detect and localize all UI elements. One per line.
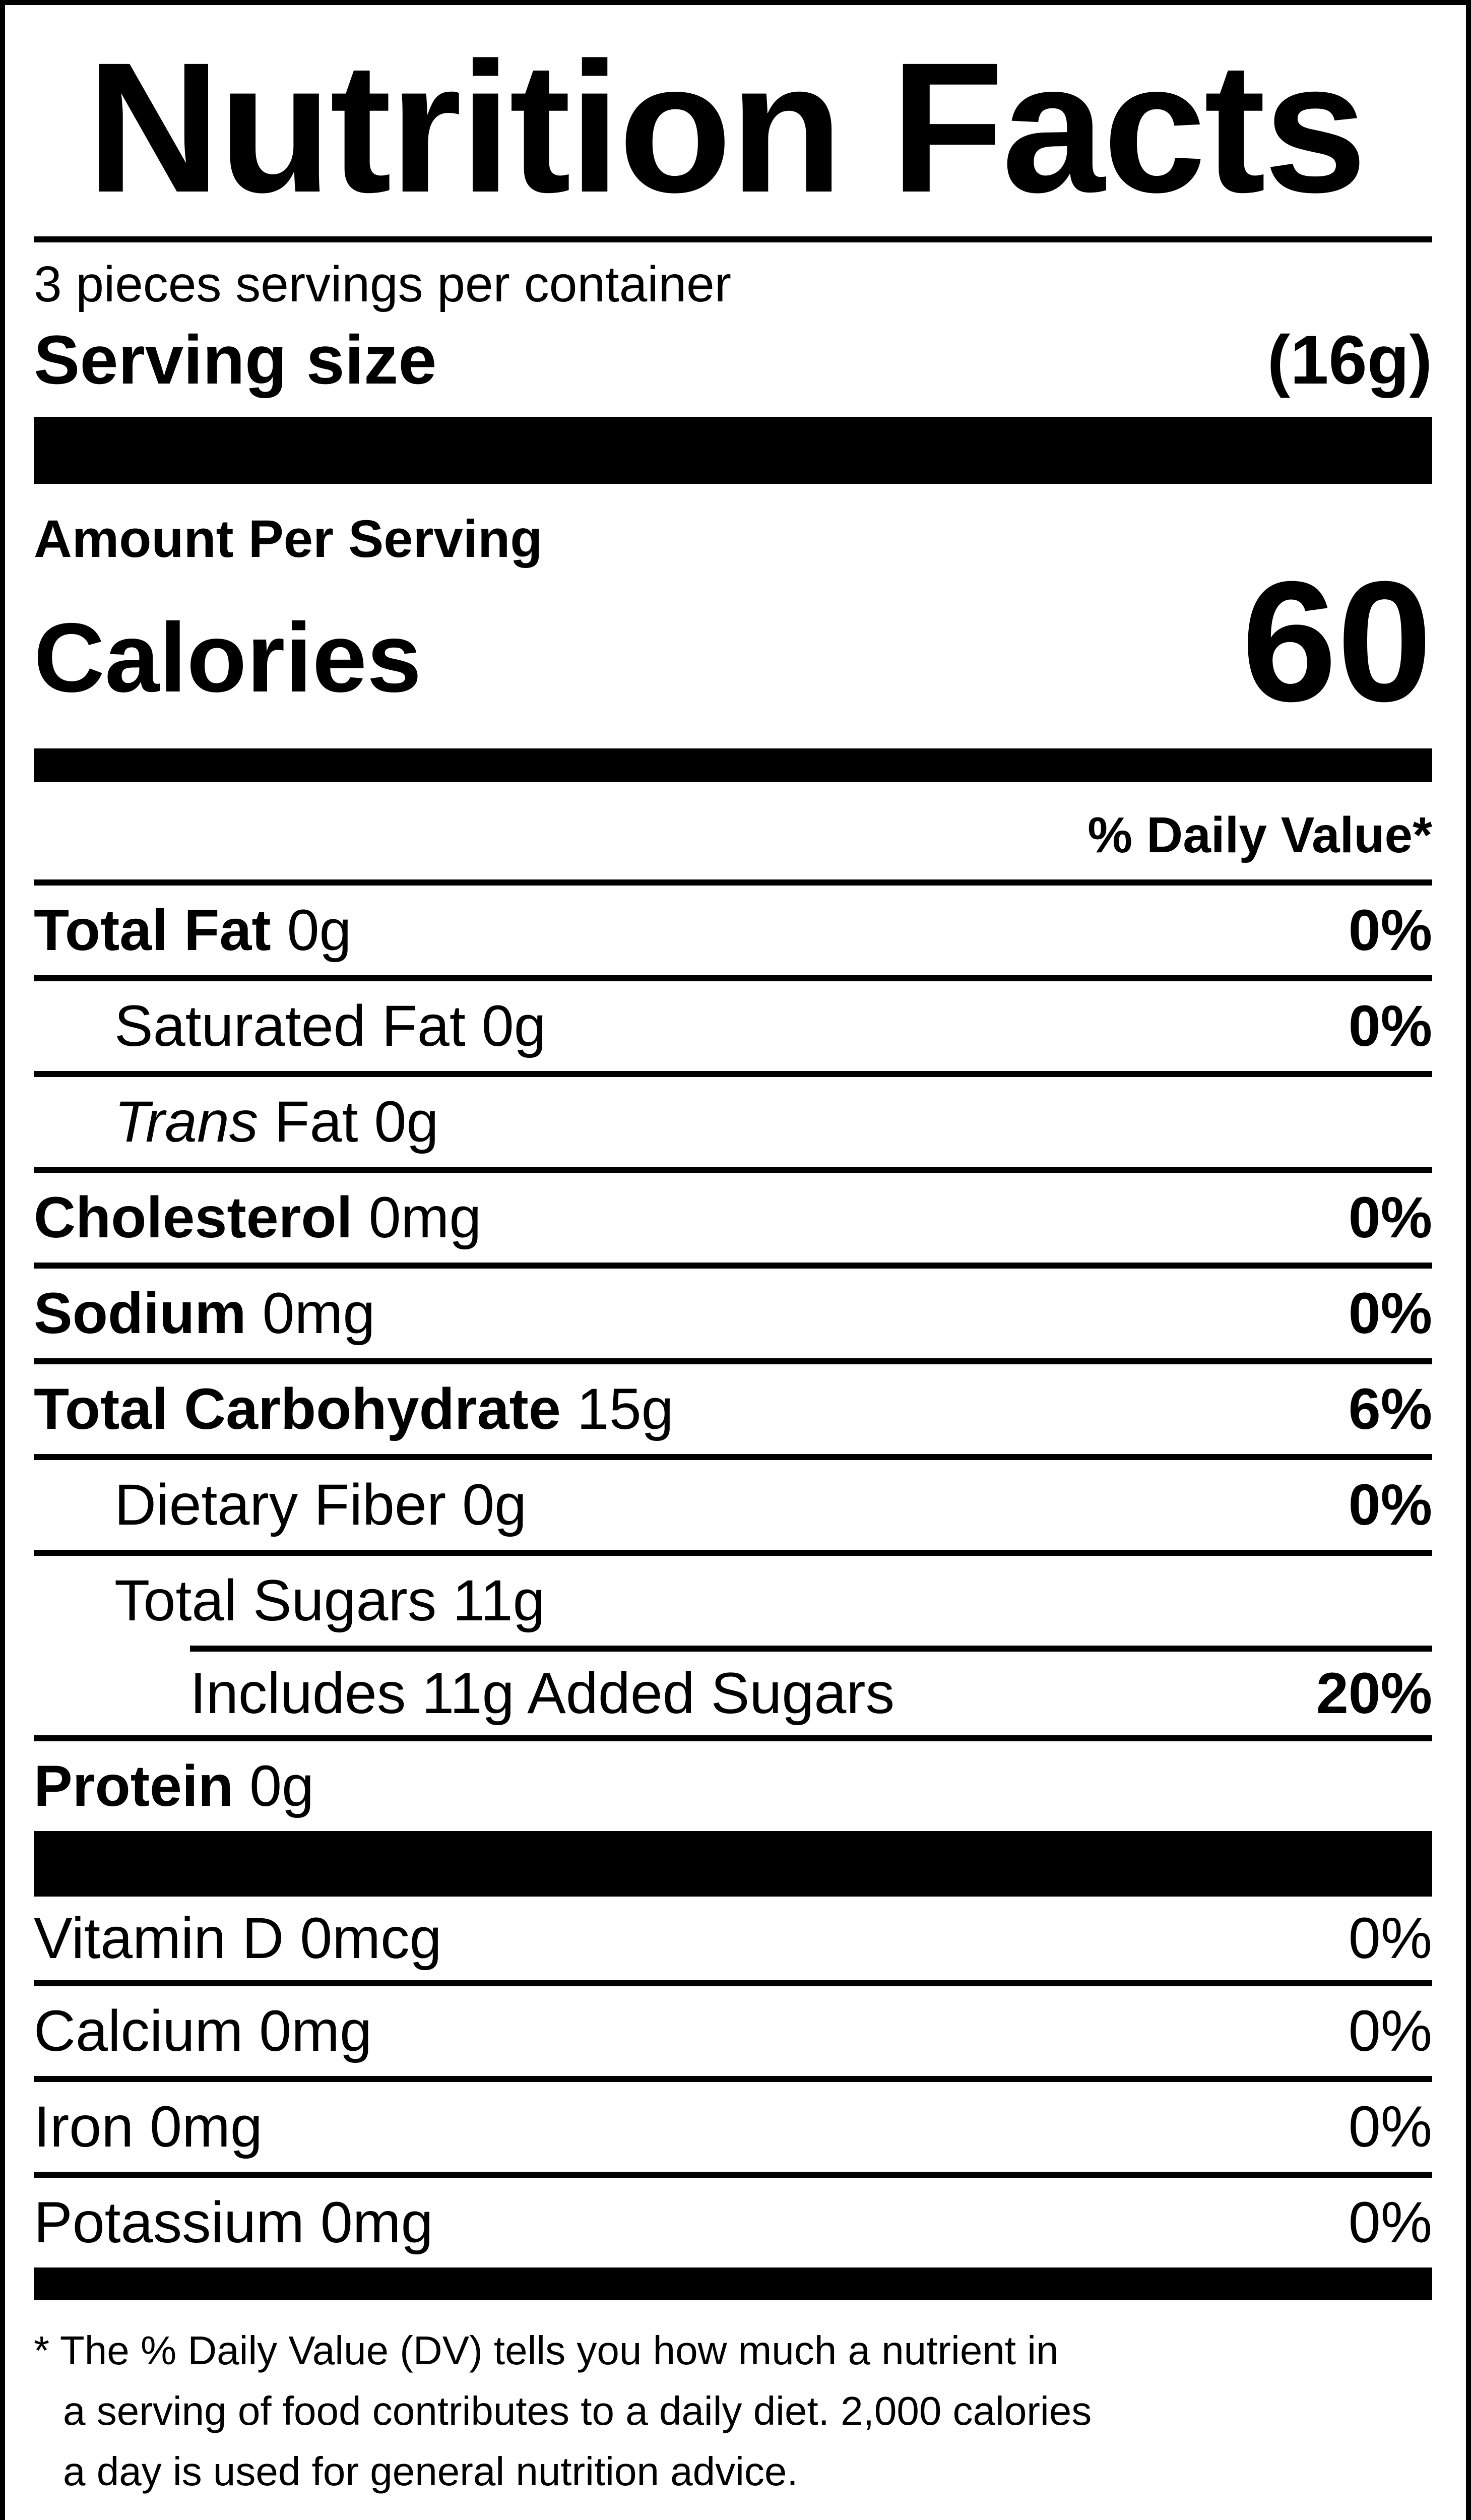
daily-value-percent: 0%	[1348, 2094, 1432, 2159]
nutrient-name: Protein	[34, 1753, 234, 1818]
daily-value-percent: 0%	[1348, 1906, 1432, 1971]
nutrient-amount: 0g	[446, 1472, 527, 1537]
vitamin-amount: 0mg	[304, 2190, 433, 2255]
thick-separator-bar	[34, 1831, 1432, 1897]
nutrient-name: Sodium	[34, 1281, 246, 1346]
footnote-line: a serving of food contributes to a daily…	[63, 2388, 1092, 2433]
daily-value-percent: 0%	[1348, 2190, 1432, 2255]
daily-value-footnote: * The % Daily Value (DV) tells you how m…	[34, 2320, 1432, 2502]
vitamin-name: Iron	[34, 2094, 134, 2159]
nutrient-amount: 0mg	[246, 1281, 375, 1346]
nutrient-rows: Total Fat 0g 0% Saturated Fat 0g 0% Trans Fa…	[34, 879, 1432, 1831]
nutrient-name-amount: Total Sugars 11g	[34, 1567, 545, 1634]
amount-per-serving: Amount Per Serving	[34, 509, 543, 569]
nutrient-amount: 0g	[358, 1089, 439, 1154]
nutrient-name: Dietary Fiber	[114, 1472, 446, 1537]
daily-value-percent: 6%	[1348, 1376, 1432, 1441]
vitamin-amount: 0mg	[243, 1998, 372, 2063]
nutrient-name-amount: Protein 0g	[34, 1753, 314, 1819]
calories-label: Calories	[34, 603, 422, 713]
footnote-line: a day is used for general nutrition advi…	[63, 2448, 798, 2494]
divider-under-title	[34, 236, 1432, 242]
nutrient-amount: 15g	[560, 1376, 674, 1441]
nutrient-row: Cholesterol 0mg 0%	[34, 1166, 1432, 1263]
calories-value: 60	[1241, 545, 1432, 737]
servings-per-container: 3 pieces servings per container	[34, 256, 732, 312]
medium-separator-bar	[34, 748, 1432, 782]
vitamin-name: Vitamin D	[34, 1906, 284, 1971]
vitamin-name-amount: Potassium 0mg	[34, 2189, 433, 2256]
nutrient-amount: 0g	[233, 1753, 314, 1818]
nutrient-row: Includes 11g Added Sugars 20%	[34, 1652, 1432, 1735]
nutrient-name: Fat	[274, 1089, 358, 1154]
vitamin-rows: Vitamin D 0mcg 0% Calcium 0mg 0% Iron 0mg 0% P…	[34, 1897, 1432, 2267]
daily-value-percent: 0%	[1348, 1998, 1432, 2063]
vitamin-name: Potassium	[34, 2190, 304, 2255]
medium-separator-bar	[34, 2267, 1432, 2300]
footnote-line: * The % Daily Value (DV) tells you how m…	[34, 2327, 1059, 2373]
thick-separator-bar	[34, 416, 1432, 484]
nutrient-name-italic: Trans	[114, 1089, 259, 1154]
calories-row: Calories 60	[34, 545, 1432, 737]
serving-size-label: Serving size	[34, 321, 437, 399]
nutrient-row: Saturated Fat 0g 0%	[34, 975, 1432, 1071]
nutrient-row: Total Sugars 11g	[34, 1549, 1432, 1646]
daily-value-percent: 20%	[1316, 1661, 1432, 1726]
nutrient-amount: 0g	[465, 993, 546, 1058]
daily-value-percent: 0%	[1348, 1472, 1432, 1537]
nutrient-name-amount: Cholesterol 0mg	[34, 1184, 481, 1251]
nutrient-row: Trans Fat 0g	[34, 1070, 1432, 1167]
nutrient-amount: 0g	[271, 898, 352, 963]
nutrient-name: Total Sugars	[114, 1568, 437, 1633]
nutrient-row: Sodium 0mg 0%	[34, 1262, 1432, 1358]
vitamin-name: Calcium	[34, 1998, 243, 2063]
label-title: Nutrition Facts	[87, 24, 1367, 231]
vitamin-row: Iron 0mg 0%	[34, 2075, 1432, 2172]
nutrient-name-amount: Includes 11g Added Sugars	[34, 1660, 894, 1727]
vitamin-name-amount: Calcium 0mg	[34, 1998, 372, 2064]
nutrient-name: Saturated Fat	[114, 993, 466, 1058]
nutrient-name-amount: Trans Fat 0g	[34, 1089, 438, 1155]
nutrient-name-amount: Sodium 0mg	[34, 1280, 375, 1347]
daily-value-percent: 0%	[1348, 898, 1432, 963]
vitamin-amount: 0mcg	[284, 1906, 442, 1971]
nutrient-name: Total Carbohydrate	[34, 1376, 561, 1441]
nutrient-amount: 11g	[436, 1568, 545, 1633]
nutrient-name-amount: Total Fat 0g	[34, 897, 352, 964]
nutrient-row: Dietary Fiber 0g 0%	[34, 1454, 1432, 1550]
serving-size-value: (16g)	[1267, 321, 1432, 399]
serving-size-row: Serving size (16g)	[34, 321, 1432, 400]
vitamin-name-amount: Iron 0mg	[34, 2094, 263, 2160]
nutrient-name-amount: Dietary Fiber 0g	[34, 1472, 527, 1538]
daily-value-header: % Daily Value*	[1088, 806, 1432, 863]
vitamin-amount: 0mg	[134, 2094, 263, 2159]
nutrient-name: Total Fat	[34, 898, 271, 963]
daily-value-percent: 0%	[1348, 1185, 1432, 1250]
nutrient-row: Protein 0g	[34, 1735, 1432, 1831]
daily-value-percent: 0%	[1348, 1281, 1432, 1346]
nutrient-row: Total Fat 0g 0%	[34, 879, 1432, 975]
vitamin-row: Calcium 0mg 0%	[34, 1980, 1432, 2076]
nutrient-name: Cholesterol	[34, 1185, 353, 1250]
indented-divider	[190, 1645, 1432, 1652]
vitamin-row: Potassium 0mg 0%	[34, 2171, 1432, 2267]
nutrient-name-amount: Saturated Fat 0g	[34, 993, 546, 1059]
nutrient-name-amount: Total Carbohydrate 15g	[34, 1376, 674, 1442]
daily-value-percent: 0%	[1348, 993, 1432, 1058]
nutrient-row: Total Carbohydrate 15g 6%	[34, 1358, 1432, 1454]
vitamin-row: Vitamin D 0mcg 0%	[34, 1897, 1432, 1980]
nutrient-amount: 0mg	[352, 1185, 482, 1250]
nutrient-name: Includes 11g Added Sugars	[190, 1661, 895, 1726]
vitamin-name-amount: Vitamin D 0mcg	[34, 1905, 442, 1972]
